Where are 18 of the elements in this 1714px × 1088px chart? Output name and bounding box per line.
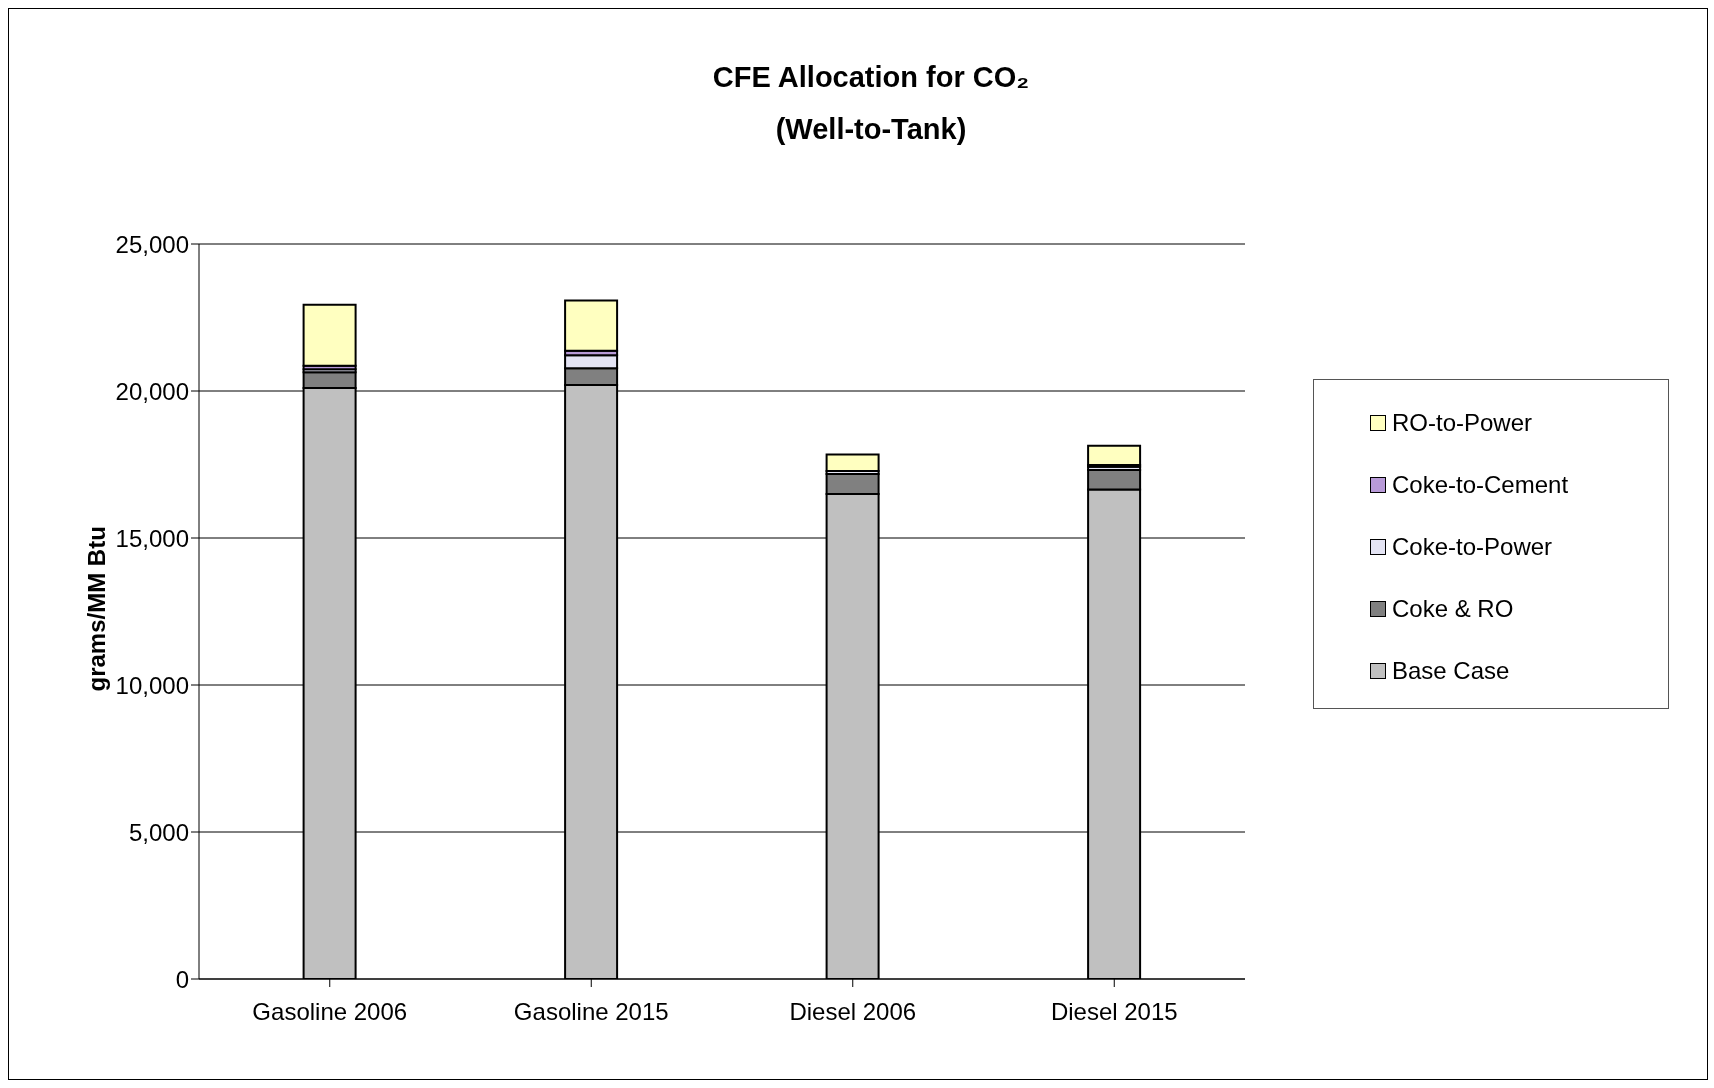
y-tick-label: 0 — [175, 965, 189, 993]
legend-label: Base Case — [1392, 657, 1510, 685]
chart-subtitle: (Well-to-Tank) — [774, 112, 968, 147]
legend-label: RO-to-Power — [1392, 409, 1533, 437]
y-tick-label: 10,000 — [115, 671, 189, 699]
y-tick-label: 25,000 — [115, 230, 189, 258]
x-tick-label: Gasoline 2006 — [252, 998, 408, 1026]
y-tick-label: 20,000 — [115, 377, 189, 405]
legend-label: Coke-to-Power — [1392, 533, 1553, 561]
x-tick-label: Gasoline 2015 — [513, 998, 669, 1026]
chart-title: CFE Allocation for CO₂ — [711, 60, 1031, 95]
y-tick-label: 5,000 — [128, 818, 189, 846]
y-axis-title: grams/MM Btu — [82, 526, 110, 692]
x-tick-label: Diesel 2006 — [789, 998, 917, 1026]
legend-label: Coke & RO — [1392, 595, 1514, 623]
y-tick-label: 15,000 — [115, 524, 189, 552]
legend-label: Coke-to-Cement — [1392, 471, 1569, 499]
x-tick-label: Diesel 2015 — [1050, 998, 1178, 1026]
